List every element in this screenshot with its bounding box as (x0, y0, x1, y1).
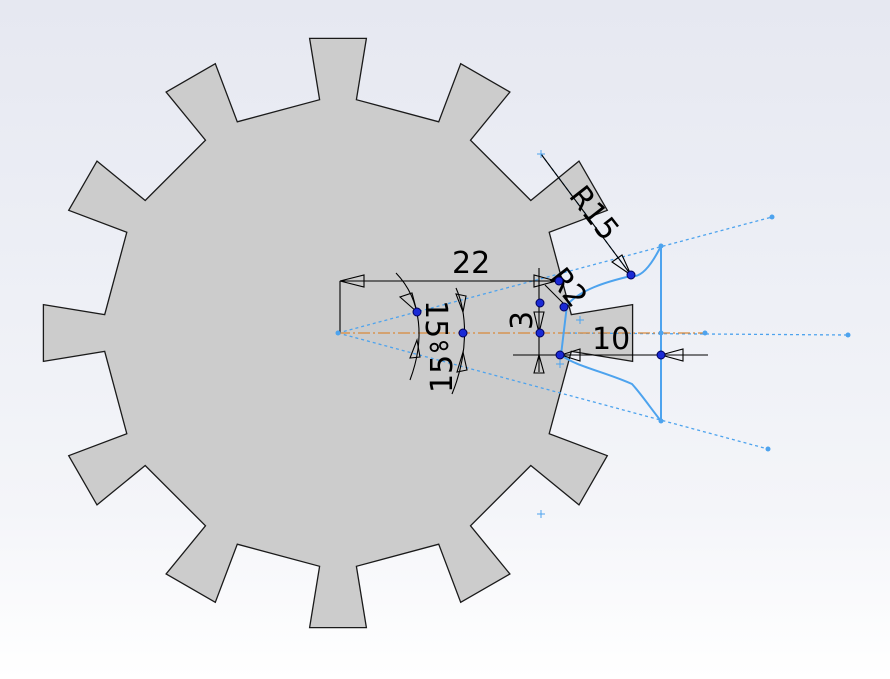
cross-marker[interactable] (576, 316, 584, 324)
dimension-r2-leader[interactable] (544, 284, 567, 307)
sketch-point[interactable] (412, 307, 422, 317)
dimension-3-arrow-top (533, 311, 545, 334)
endpoint[interactable] (769, 214, 775, 220)
dimension-22-arrow-right (533, 274, 559, 288)
cross-marker[interactable] (537, 150, 545, 158)
cross-markers (537, 150, 584, 518)
dimension-10-arrow-right (658, 348, 684, 362)
dimension-22-arrow-left (339, 274, 365, 288)
dimension-r15-arrow (611, 254, 633, 277)
dimension-angle-lower-label[interactable]: 15° (425, 340, 460, 393)
endpoint[interactable] (658, 330, 664, 336)
endpoint[interactable] (702, 330, 708, 336)
angle-arrow-3 (455, 293, 467, 314)
sketch-point[interactable] (656, 350, 666, 360)
construction-line-upper[interactable] (337, 216, 773, 334)
cross-marker[interactable] (556, 360, 564, 368)
sketch-point[interactable] (458, 328, 468, 338)
dimension-3-arrow-bottom (533, 352, 545, 374)
sketch-point[interactable] (535, 328, 545, 338)
dimension-10-arrow-left (559, 348, 581, 362)
sketch-points (412, 270, 666, 360)
dimension-3-label[interactable]: 3 (505, 311, 540, 330)
sketch-point[interactable] (559, 302, 569, 312)
endpoint[interactable] (845, 332, 851, 338)
dimension-22-label[interactable]: 22 (452, 246, 490, 281)
endpoint[interactable] (765, 446, 771, 452)
angle-arc-outer[interactable] (395, 272, 420, 381)
dimension-10-label[interactable]: 10 (592, 322, 630, 357)
endpoint[interactable] (658, 243, 664, 249)
endpoint[interactable] (335, 330, 341, 336)
dimension-r15-leader[interactable] (540, 153, 632, 276)
endpoint[interactable] (658, 418, 664, 424)
sketch-point[interactable] (555, 350, 565, 360)
angle-arrow-1 (398, 292, 418, 314)
sketch-point[interactable] (626, 270, 636, 280)
sketch-point[interactable] (535, 298, 545, 308)
construction-endpoints (335, 214, 851, 452)
dimensions (339, 153, 708, 395)
dimension-angle-upper-label[interactable]: 15° (418, 300, 453, 353)
construction-line-lower[interactable] (337, 332, 769, 450)
tooth-gap-profile[interactable] (559, 245, 662, 422)
sketch-point[interactable] (554, 276, 564, 286)
angle-arrow-4 (456, 349, 468, 373)
cross-marker[interactable] (537, 510, 545, 518)
angle-arrow-2 (409, 337, 421, 359)
